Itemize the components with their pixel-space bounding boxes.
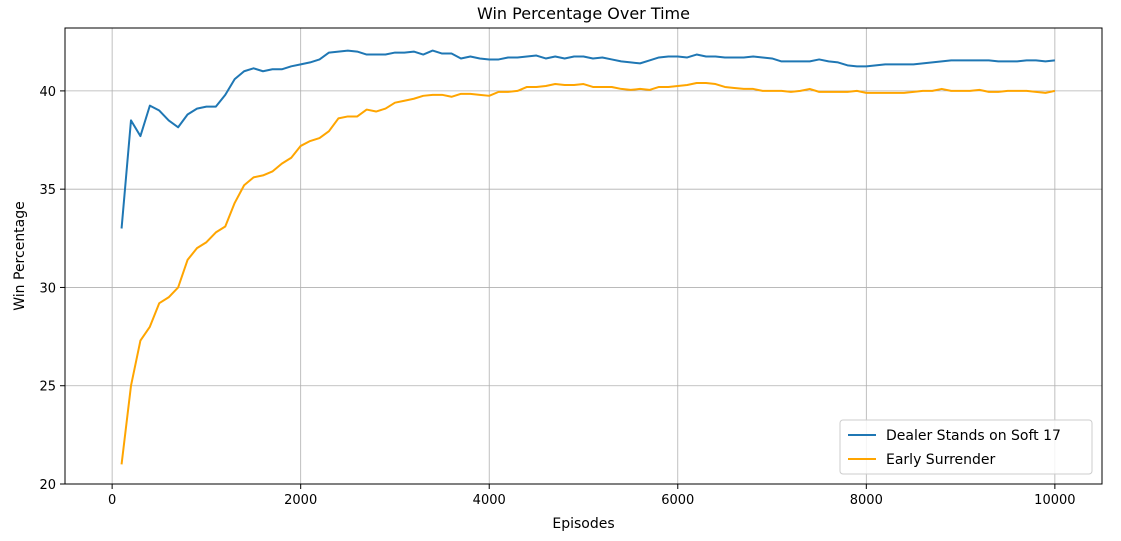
legend-box xyxy=(839,419,1093,475)
series-lines xyxy=(120,49,1056,465)
y-axis-label: Win Percentage xyxy=(12,201,28,311)
y-tick-label: 25 xyxy=(39,380,56,395)
legend: Dealer Stands on Soft 17 Early Surrender xyxy=(839,419,1093,475)
x-tick-label: 4000 xyxy=(473,493,506,508)
x-tick-label: 10000 xyxy=(1034,493,1075,508)
x-axis-label: Episodes xyxy=(552,516,614,532)
chart-title: Win Percentage Over Time xyxy=(477,4,690,23)
x-tick-label: 8000 xyxy=(850,493,883,508)
y-tick-label: 35 xyxy=(39,183,56,198)
x-tick-label: 2000 xyxy=(284,493,317,508)
grid xyxy=(65,28,1102,485)
ticks: 0 2000 4000 6000 8000 10000 20 25 30 35 40 xyxy=(39,85,1075,508)
x-tick-label: 0 xyxy=(108,493,116,508)
legend-label-1: Early Surrender xyxy=(886,452,996,468)
legend-label-0: Dealer Stands on Soft 17 xyxy=(886,428,1061,444)
series-line-0 xyxy=(120,49,1055,229)
x-tick-label: 6000 xyxy=(661,493,694,508)
y-tick-label: 40 xyxy=(39,85,56,100)
y-tick-label: 20 xyxy=(39,478,56,493)
y-tick-label: 30 xyxy=(39,281,56,296)
plot-frame xyxy=(64,27,1103,485)
series-line-1 xyxy=(120,82,1056,465)
